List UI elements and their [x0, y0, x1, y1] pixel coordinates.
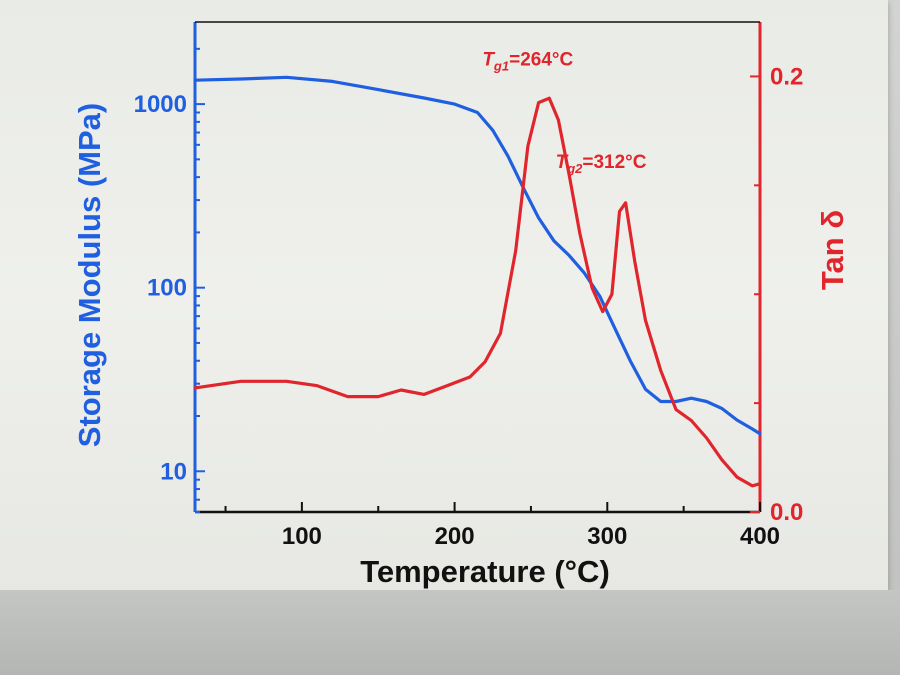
- annotation-tg2-subscript: g2: [566, 161, 583, 176]
- annotation-tg1: Tg1=264°C: [482, 50, 573, 74]
- annotation-tg2-value: =312°C: [582, 152, 646, 173]
- x-tick-label: 100: [282, 523, 322, 550]
- x-tick-label: 300: [587, 523, 627, 550]
- annotation-tg2: Tg2=312°C: [556, 152, 647, 176]
- left-y-tick-label: 100: [147, 275, 187, 302]
- x-axis-title: Temperature (°C): [360, 554, 610, 589]
- left-y-tick-label: 1000: [134, 91, 187, 118]
- bottom-bezel: [0, 590, 900, 675]
- right-y-tick-label: 0.0: [770, 499, 803, 526]
- tan-delta-line: [193, 96, 762, 488]
- left-y-tick-label: 10: [160, 458, 187, 485]
- annotation-tg1-subscript: g1: [493, 59, 509, 74]
- storage-modulus-line: [193, 75, 762, 436]
- right-y-tick-label: 0.2: [770, 63, 803, 90]
- annotation-tg2-symbol: T: [556, 152, 569, 173]
- annotation-tg1-symbol: T: [482, 50, 495, 71]
- left-y-axis-title: Storage Modulus (MPa): [72, 103, 107, 447]
- x-tick-label: 200: [435, 523, 475, 550]
- chart-sheet: [0, 0, 888, 590]
- annotation-tg1-value: =264°C: [509, 50, 573, 71]
- right-y-axis-title: Tan δ: [815, 210, 850, 290]
- x-tick-label: 400: [740, 523, 780, 550]
